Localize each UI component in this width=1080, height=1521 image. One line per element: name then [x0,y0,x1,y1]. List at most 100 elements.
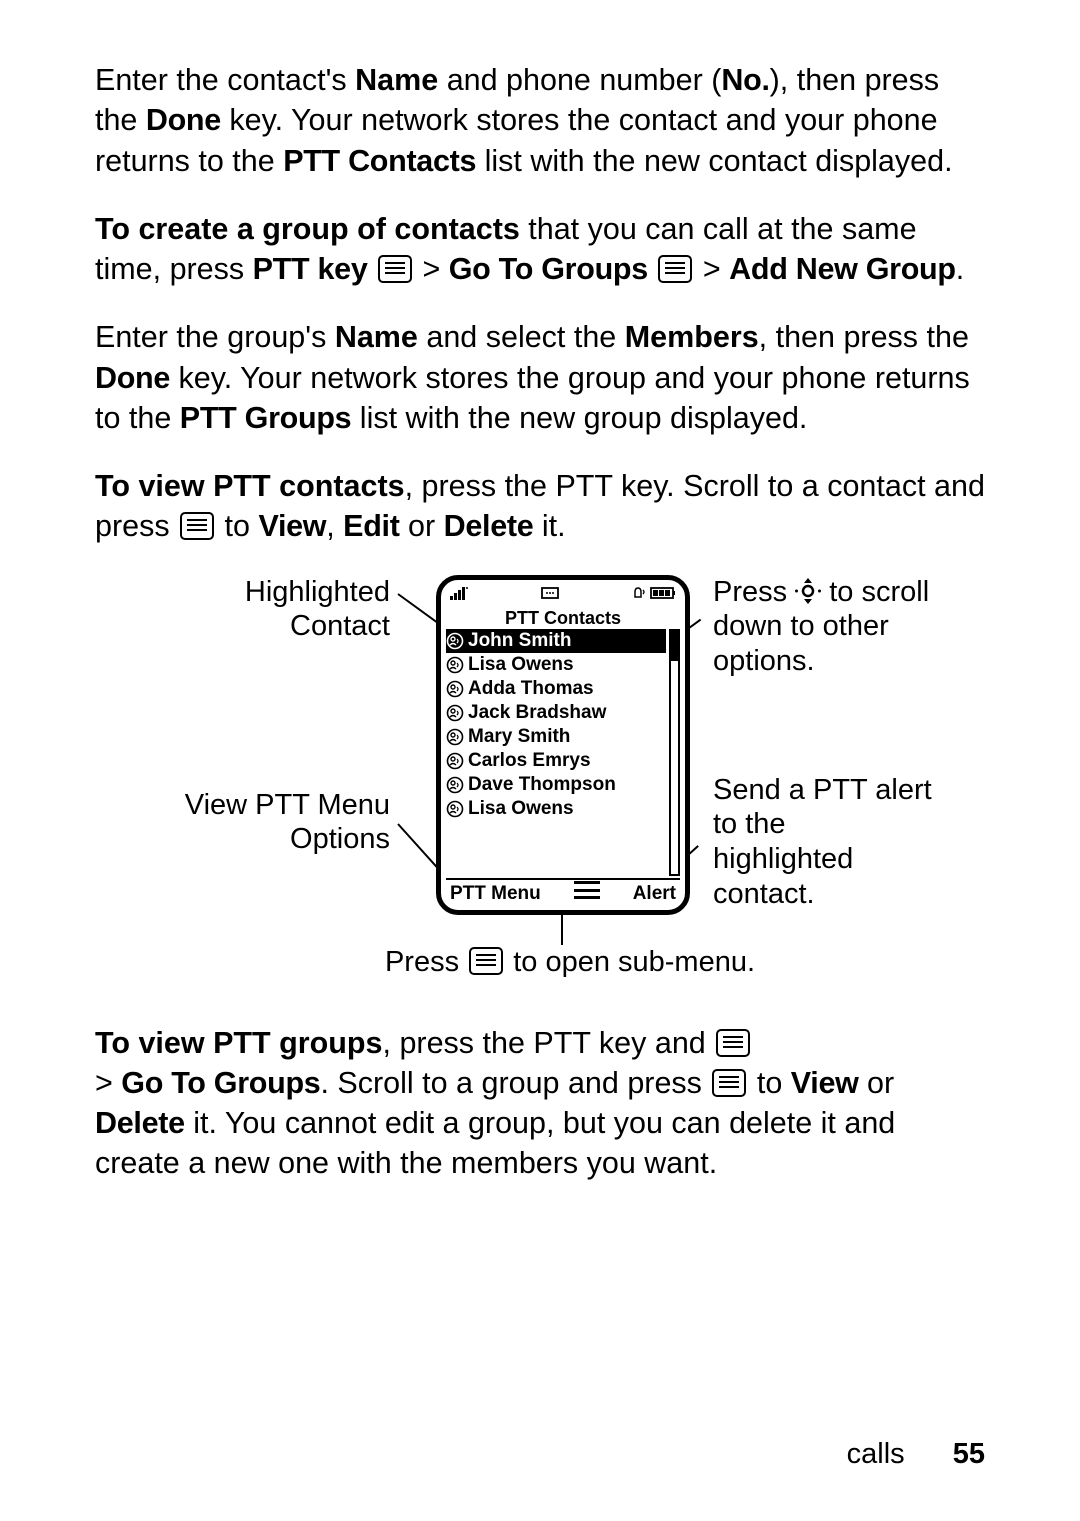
text: , then press the [759,320,969,354]
text-bold: To create a group of contacts [95,212,520,246]
callout-line [561,910,563,945]
phone-screen-figure: Highlighted Contact View PTT Menu Option… [95,575,985,995]
contact-name: Lisa Owens [468,654,574,676]
callout-text: Contact [290,610,390,642]
text: or [859,1066,895,1100]
text-bold: Add New Group [729,252,956,286]
paragraph-4: To view PTT contacts, press the PTT key.… [95,466,985,547]
text: . Scroll to a group and press [320,1066,710,1100]
contact-row[interactable]: Adda Thomas [446,677,666,701]
callout-text: highlighted [713,843,853,875]
ptt-contact-icon [446,728,464,746]
text-bold: No. [721,63,769,97]
text-bold: Go To Groups [449,252,648,286]
text: Enter the group's [95,320,335,354]
ptt-contact-icon [446,704,464,722]
callout-text: Highlighted [245,576,390,608]
softkey-left[interactable]: PTT Menu [450,883,541,905]
callout-line [397,593,440,625]
callout-highlighted-contact: Highlighted Contact [140,575,390,645]
contact-name: Mary Smith [468,726,570,748]
contact-row[interactable]: Carlos Emrys [446,749,666,773]
contact-row[interactable]: Mary Smith [446,725,666,749]
contact-name: Carlos Emrys [468,750,591,772]
text-bold: Go To Groups [121,1066,320,1100]
menu-key-icon [712,1069,746,1097]
softkey-right[interactable]: Alert [633,883,676,905]
message-icon [540,586,560,605]
text-bold: View [258,509,326,543]
text-bold: Delete [95,1106,185,1140]
callout-text: Press [713,576,795,608]
text-bold: View [791,1066,859,1100]
text-bold: PTT Groups [180,401,352,435]
scrollbar[interactable] [669,629,680,876]
text-bold: PTT Contacts [283,144,476,178]
text: > [95,1066,121,1100]
text: it. [533,509,565,543]
text-bold: To view PTT groups [95,1026,383,1060]
text: it. You cannot edit a group, but you can… [95,1106,895,1180]
text: list with the new group displayed. [351,401,807,435]
contact-row[interactable]: Jack Bradshaw [446,701,666,725]
callout-send-alert: Send a PTT alert to the highlighted cont… [713,773,973,912]
callout-text: contact. [713,878,815,910]
text-bold: Done [95,361,170,395]
text: or [400,509,444,543]
text-bold: Members [625,320,759,354]
text: to [748,1066,790,1100]
contact-row[interactable]: John Smith [446,629,666,653]
callout-text: to scroll [821,576,929,608]
contact-row[interactable]: Dave Thompson [446,773,666,797]
callout-text: options. [713,645,815,677]
ptt-contact-icon [446,776,464,794]
callout-text: down to other [713,610,889,642]
menu-key-icon [378,255,412,283]
phone-screen: PTT Contacts John SmithLisa OwensAdda Th… [436,575,690,915]
contact-row[interactable]: Lisa Owens [446,797,666,821]
text: to [216,509,258,543]
ptt-contact-icon [446,632,464,650]
callout-text: Send a PTT alert [713,774,932,806]
callout-scroll: Press to scroll down to other options. [713,575,993,679]
paragraph-3: Enter the group's Name and select the Me… [95,317,985,438]
section-name: calls [847,1438,905,1470]
ptt-contact-icon [446,656,464,674]
text-bold: PTT key [253,252,368,286]
ptt-contact-icon [446,800,464,818]
text: . [956,252,964,286]
bell-icon [630,586,646,605]
text-bold: Name [355,63,438,97]
callout-text: to the [713,808,786,840]
contact-name: Lisa Owens [468,798,574,820]
paragraph-5: To view PTT groups, press the PTT key an… [95,1023,985,1184]
callout-text: to open sub-menu. [505,946,755,978]
callout-text: View PTT Menu [185,789,390,821]
status-bar [446,586,680,608]
nav-key-icon [795,578,821,604]
text-bold: Edit [343,509,399,543]
callout-text: Options [290,823,390,855]
text: and select the [418,320,625,354]
softkey-menu-icon[interactable] [574,889,600,899]
paragraph-1: Enter the contact's Name and phone numbe… [95,60,985,181]
text: > [694,252,729,286]
signal-icon [450,586,470,605]
menu-key-icon [469,947,503,975]
text: list with the new contact displayed. [476,144,952,178]
contact-name: Adda Thomas [468,678,594,700]
battery-icon [650,586,676,605]
contact-name: John Smith [468,630,571,652]
page-number: 55 [953,1438,985,1470]
text-bold: To view PTT contacts [95,469,405,503]
contact-list: John SmithLisa OwensAdda ThomasJack Brad… [446,629,680,876]
manual-page: Enter the contact's Name and phone numbe… [0,0,1080,1521]
ptt-contact-icon [446,680,464,698]
contact-row[interactable]: Lisa Owens [446,653,666,677]
text: Enter the contact's [95,63,355,97]
text-bold: Name [335,320,418,354]
screen-title: PTT Contacts [446,608,680,629]
softkey-bar: PTT Menu Alert [446,878,680,905]
text-bold: Delete [444,509,534,543]
page-footer: calls 55 [847,1438,985,1471]
